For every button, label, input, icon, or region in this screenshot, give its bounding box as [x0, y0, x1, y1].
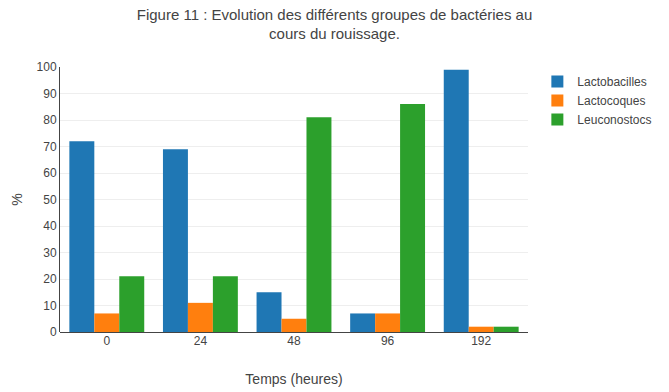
svg-text:80: 80	[43, 113, 57, 127]
svg-text:90: 90	[43, 87, 57, 101]
svg-text:100: 100	[37, 60, 57, 74]
svg-text:Figure 11 : Evolution des diff: Figure 11 : Evolution des différents gro…	[137, 6, 533, 43]
svg-text:60: 60	[43, 166, 57, 180]
svg-text:Leuconostocs: Leuconostocs	[577, 113, 651, 127]
svg-text:10: 10	[43, 299, 57, 313]
svg-text:Lactobacilles: Lactobacilles	[577, 75, 646, 89]
svg-text:96: 96	[381, 334, 395, 348]
svg-text:192: 192	[471, 334, 491, 348]
svg-text:48: 48	[287, 334, 301, 348]
svg-text:20: 20	[43, 272, 57, 286]
svg-text:0: 0	[50, 325, 57, 339]
svg-text:Lactocoques: Lactocoques	[577, 94, 645, 108]
svg-text:30: 30	[43, 246, 57, 260]
svg-text:0: 0	[103, 334, 110, 348]
svg-text:50: 50	[43, 193, 57, 207]
svg-text:24: 24	[194, 334, 208, 348]
svg-text:Temps (heures): Temps (heures)	[245, 371, 342, 387]
svg-text:40: 40	[43, 219, 57, 233]
svg-text:%: %	[9, 193, 25, 205]
svg-text:70: 70	[43, 140, 57, 154]
